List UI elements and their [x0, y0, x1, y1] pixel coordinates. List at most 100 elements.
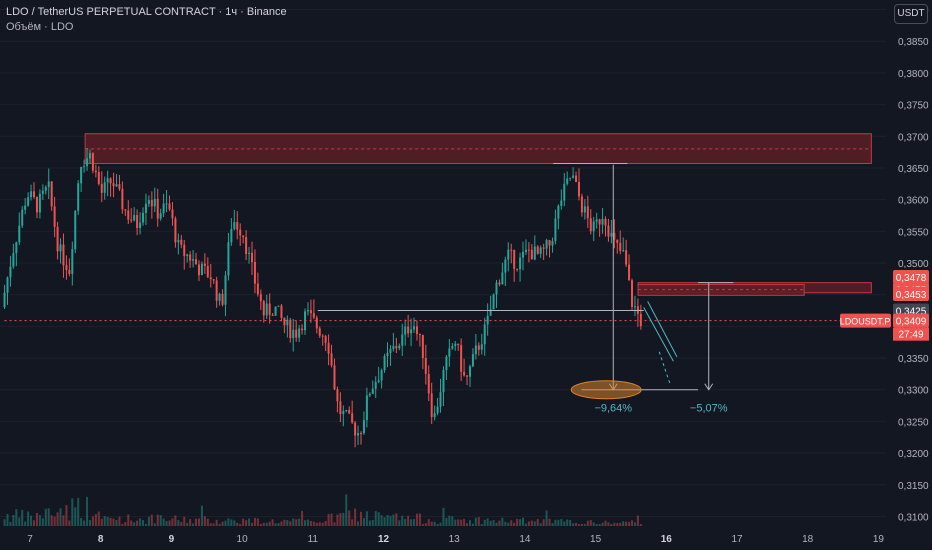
volume-bar — [212, 523, 215, 526]
price-label-bg — [893, 287, 929, 302]
volume-bar — [262, 522, 265, 526]
volume-bar — [62, 515, 65, 526]
candle-body — [333, 365, 336, 390]
currency-button[interactable]: USDT — [894, 4, 928, 24]
candle-body — [504, 259, 507, 273]
candle-body — [124, 209, 127, 211]
candle-body — [186, 254, 189, 257]
candle-body — [318, 328, 321, 336]
volume-bar — [259, 523, 262, 526]
volume-bar — [227, 518, 230, 526]
candle-body — [174, 218, 177, 243]
candle-body — [286, 319, 289, 326]
candle-body — [24, 205, 27, 210]
candle-body — [613, 232, 616, 240]
volume-bar — [142, 520, 145, 526]
volume-bar — [318, 522, 321, 526]
candle-body — [631, 280, 634, 307]
volume-bar — [589, 520, 592, 526]
candle-body — [501, 272, 504, 285]
volume-bar — [527, 521, 530, 526]
candle-body — [445, 356, 448, 371]
volume-bar — [572, 523, 575, 526]
volume-bar — [457, 519, 460, 526]
volume-bar — [451, 516, 454, 526]
candle-body — [280, 305, 283, 318]
volume-bar — [18, 517, 21, 526]
candle-body — [619, 242, 622, 251]
candle-body — [295, 329, 298, 338]
candle-body — [572, 175, 575, 178]
volume-bar — [124, 522, 127, 526]
candle-body — [628, 264, 631, 281]
candle-body — [262, 301, 265, 316]
volume-bar — [542, 519, 545, 526]
volume-bar — [74, 507, 77, 526]
volume-bar — [548, 518, 551, 526]
y-tick-label: 0,3800 — [898, 69, 929, 80]
candle-body — [44, 187, 47, 191]
candle-body — [436, 406, 439, 414]
volume-bar — [97, 511, 100, 526]
candle-body — [118, 184, 121, 189]
volume-bar — [583, 523, 586, 526]
volume-bar — [359, 511, 362, 526]
volume-bar — [59, 508, 62, 526]
candle-body — [519, 257, 522, 270]
volume-bar — [233, 520, 236, 526]
volume-bar — [245, 520, 248, 526]
y-tick-label: 0,3650 — [898, 164, 929, 175]
volume-bar — [177, 520, 180, 526]
volume-bar — [162, 518, 165, 526]
candle-body — [71, 249, 74, 274]
volume-bar — [345, 494, 348, 526]
volume-bar — [150, 514, 153, 526]
volume-bar — [109, 517, 112, 526]
candle-body — [12, 253, 15, 267]
candle-body — [530, 249, 533, 260]
volume-bar — [147, 516, 150, 526]
candle-body — [516, 268, 519, 270]
candle-body — [203, 263, 206, 266]
candle-body — [142, 212, 145, 223]
y-tick-label: 0,3700 — [898, 132, 929, 143]
candle-body — [413, 326, 416, 330]
candle-body — [292, 329, 295, 339]
candle-body — [144, 203, 147, 213]
volume-bar — [127, 514, 130, 526]
volume-bar — [53, 516, 56, 526]
candle-body — [463, 371, 466, 376]
measure-arrowhead — [704, 383, 714, 391]
volume-bar — [595, 524, 598, 526]
candle-body — [233, 222, 236, 229]
volume-bar — [533, 521, 536, 526]
candle-body — [195, 259, 198, 265]
candle-body — [398, 345, 401, 349]
candle-body — [30, 191, 33, 198]
candle-body — [566, 178, 569, 184]
candle-body — [106, 178, 109, 183]
candle-body — [298, 328, 301, 338]
candle-body — [150, 200, 153, 207]
volume-bar — [80, 518, 83, 526]
price-label: 0,3409 — [896, 317, 927, 328]
volume-bar — [357, 521, 360, 526]
volume-bar — [636, 515, 639, 526]
volume-bar — [336, 514, 339, 526]
volume-bar — [280, 521, 283, 526]
candle-body — [345, 409, 348, 412]
volume-bar — [186, 522, 189, 526]
candle-body — [59, 244, 62, 252]
candle-body — [15, 242, 18, 254]
candle-body — [218, 293, 221, 301]
y-axis: 0,3100 0,3150 0,3200 0,3250 0,3300 0,3350 0,34… — [898, 6, 929, 524]
volume-bar — [628, 522, 631, 526]
candle-body — [598, 219, 601, 225]
volume-bar — [383, 517, 386, 526]
candle-body — [362, 420, 365, 434]
candle-body — [83, 166, 86, 168]
candle-body — [586, 206, 589, 219]
candle-body — [357, 433, 360, 436]
y-tick-label: 0,3200 — [898, 449, 929, 460]
